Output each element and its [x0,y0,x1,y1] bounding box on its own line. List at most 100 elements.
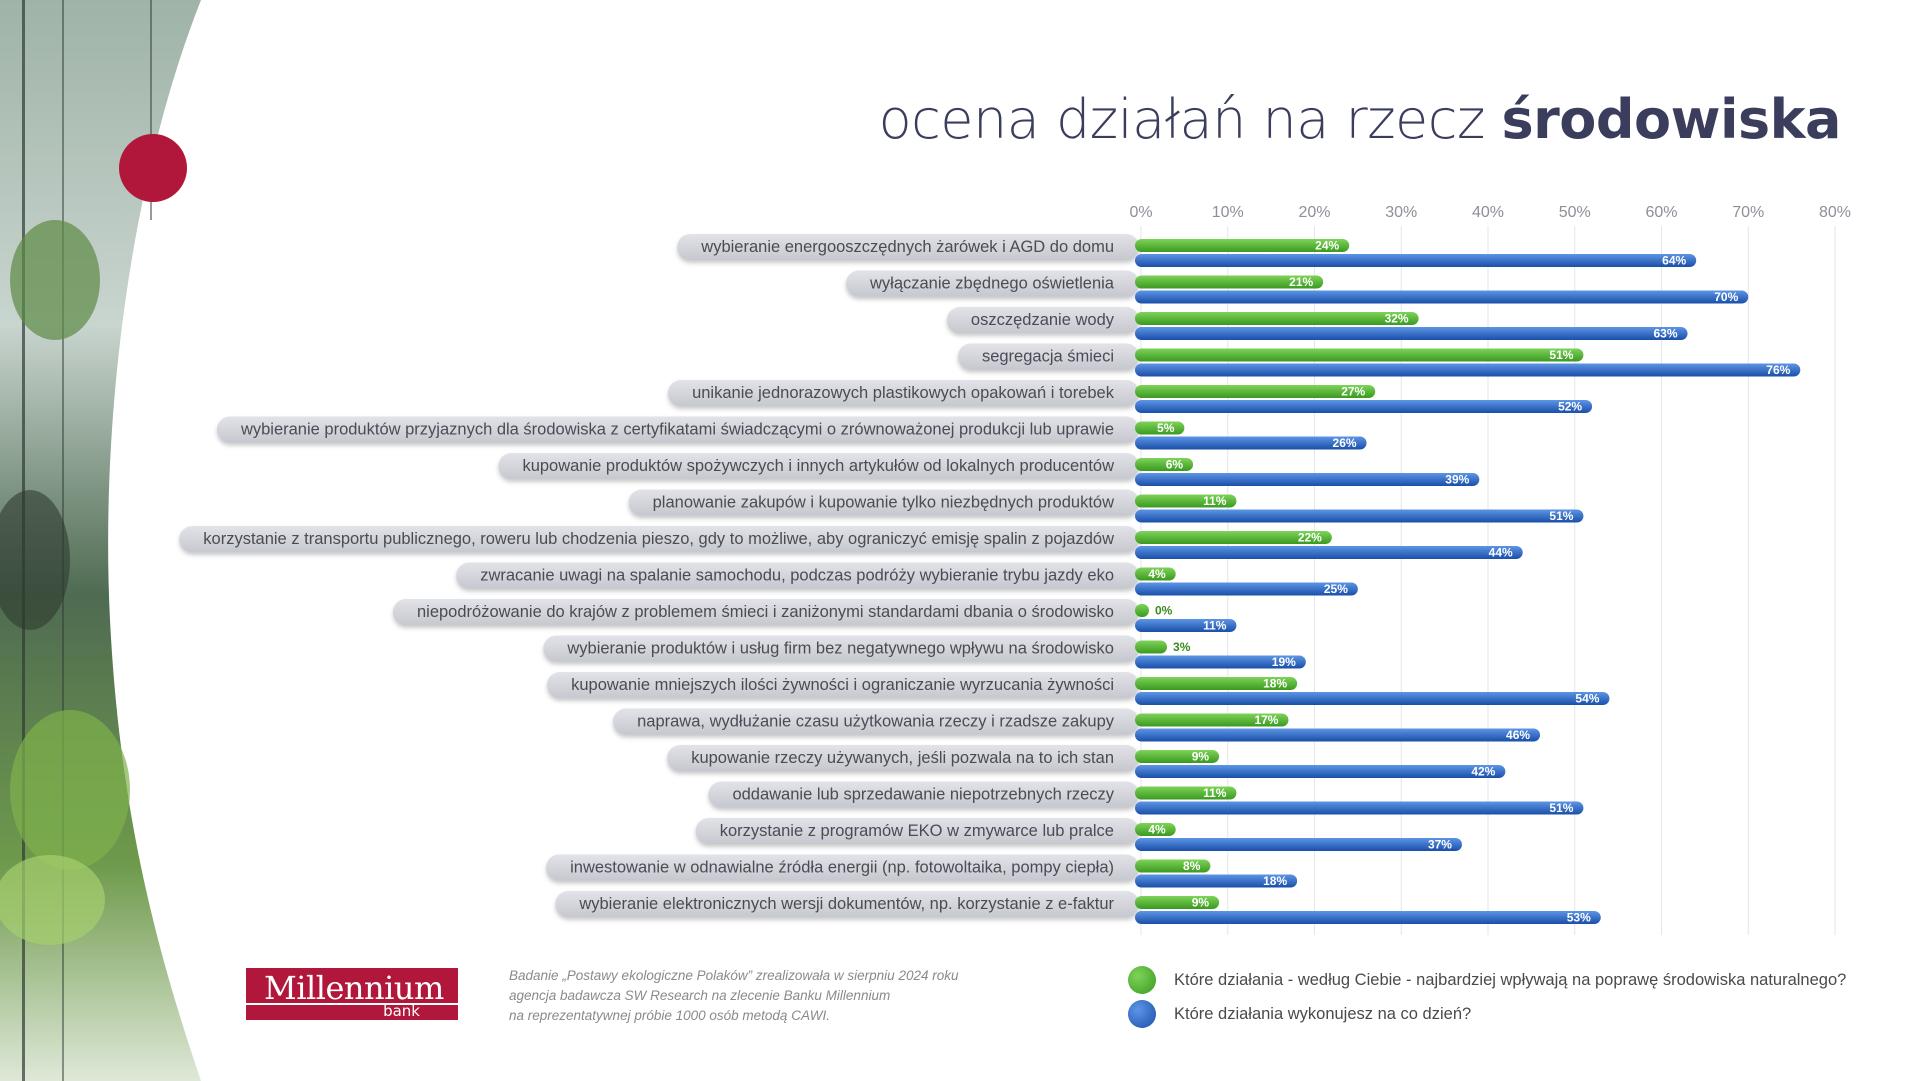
bar-green [1135,348,1584,362]
data-label-blue: 63% [1653,327,1677,341]
green-dot-icon [1128,966,1156,994]
category-label-background [498,453,1139,479]
page-title: ocena działań na rzecz środowiska [878,88,1842,151]
data-label-green: 11% [1203,786,1227,800]
bar-blue [1135,436,1367,450]
data-label-blue: 76% [1766,363,1790,377]
data-label-green: 4% [1148,823,1166,837]
bar-green [1135,750,1220,763]
data-label-blue: 53% [1567,911,1591,925]
category-label: naprawa, wydłużanie czasu użytkowania rz… [637,713,1115,731]
data-label-green: 21% [1289,275,1313,289]
data-label-blue: 26% [1333,436,1357,450]
category-label: kupowanie rzeczy używanych, jeśli pozwal… [691,749,1114,767]
category-label-background [677,234,1139,260]
category-label: oszczędzanie wody [971,311,1115,329]
bar-blue [1135,582,1358,596]
data-label-green: 11% [1203,494,1227,508]
category-label-background [846,270,1139,297]
data-label-green: 27% [1341,385,1365,399]
data-label-green: 24% [1315,239,1339,253]
category-label: segregacja śmieci [982,348,1114,366]
legend-item-blue: Które działania wykonujesz na co dzień? [1128,1000,1471,1028]
bar-green [1135,385,1376,398]
bar-blue [1135,728,1541,742]
category-label: korzystanie z programów EKO w zmywarce l… [720,822,1114,840]
bar-blue [1135,363,1801,377]
blue-dot-icon [1128,1000,1156,1028]
category-label: oddawanie lub sprzedawanie niepotrzebnyc… [732,786,1114,804]
data-label-blue: 18% [1263,874,1287,888]
category-label: zwracanie uwagi na spalanie samochodu, p… [480,567,1114,585]
x-tick-label: 60% [1645,204,1677,221]
category-label-background [628,489,1139,516]
x-tick-label: 50% [1559,204,1591,221]
category-label-background [946,307,1139,333]
data-label-green: 3% [1173,640,1191,654]
data-label-green: 6% [1166,458,1184,472]
source-note: Badanie „Postawy ekologiczne Polaków” zr… [509,966,959,1026]
data-label-green: 5% [1157,421,1175,435]
data-label-blue: 51% [1549,509,1573,523]
bar-green [1135,823,1176,836]
data-label-blue: 39% [1445,473,1469,487]
bar-blue [1135,290,1749,304]
data-label-blue: 70% [1714,290,1738,304]
category-label-background [668,380,1139,406]
category-label-background [392,599,1139,625]
bar-green [1135,421,1185,435]
category-label: korzystanie z transportu publicznego, ro… [203,530,1114,548]
category-label: kupowanie produktów spożywczych i innych… [522,457,1114,475]
bar-blue [1135,655,1306,669]
category-label: inwestowanie w odnawialne źródła energii… [570,859,1114,877]
data-label-green: 17% [1254,713,1278,727]
bar-green [1135,604,1149,617]
category-label: unikanie jednorazowych plastikowych opak… [692,384,1115,402]
data-label-blue: 44% [1489,546,1513,560]
data-label-blue: 46% [1506,728,1530,742]
bar-green [1135,640,1168,654]
background-photo-decoration [0,0,201,1081]
data-label-blue: 54% [1575,692,1599,706]
bar-green [1135,239,1350,252]
bar-blue [1135,911,1601,924]
bar-green [1135,786,1237,800]
x-tick-label: 0% [1129,204,1152,221]
category-label-background [555,891,1139,917]
bar-green [1135,896,1220,909]
category-label: wybieranie produktów przyjaznych dla śro… [240,421,1114,439]
bar-green [1135,275,1324,289]
millennium-bank-logo: Millennium bank [246,968,458,1020]
source-line-2: agencja badawcza SW Research na zlecenie… [509,988,891,1003]
bar-green [1135,677,1298,690]
data-label-green: 9% [1192,750,1210,764]
category-label: wybieranie produktów i usług firm bez ne… [566,640,1114,658]
data-label-blue: 42% [1471,765,1495,779]
bar-blue [1135,473,1480,486]
bar-green [1135,312,1419,325]
bar-blue [1135,765,1506,778]
red-dot-icon [119,134,187,202]
category-label: wybieranie energooszczędnych żarówek i A… [700,238,1114,256]
bar-blue [1135,801,1584,815]
data-label-blue: 19% [1272,655,1296,669]
legend-item-green: Które działania - według Ciebie - najbar… [1128,966,1846,994]
legend-label-green: Które działania - według Ciebie - najbar… [1174,970,1847,989]
bar-blue [1135,692,1610,705]
data-label-green: 4% [1148,567,1166,581]
bar-blue [1135,327,1688,340]
x-tick-label: 80% [1819,204,1851,221]
category-label-background [708,781,1139,808]
data-label-green: 32% [1385,312,1409,326]
data-label-blue: 52% [1558,400,1582,414]
source-line-1: Badanie „Postawy ekologiczne Polaków” zr… [509,968,959,983]
bar-blue [1135,509,1584,523]
data-label-blue: 64% [1662,254,1686,268]
bar-green [1135,567,1176,581]
data-label-green: 0% [1155,604,1173,618]
category-label-background [546,854,1139,881]
category-label-background [543,635,1139,662]
bar-blue [1135,254,1697,267]
bar-green [1135,713,1289,727]
